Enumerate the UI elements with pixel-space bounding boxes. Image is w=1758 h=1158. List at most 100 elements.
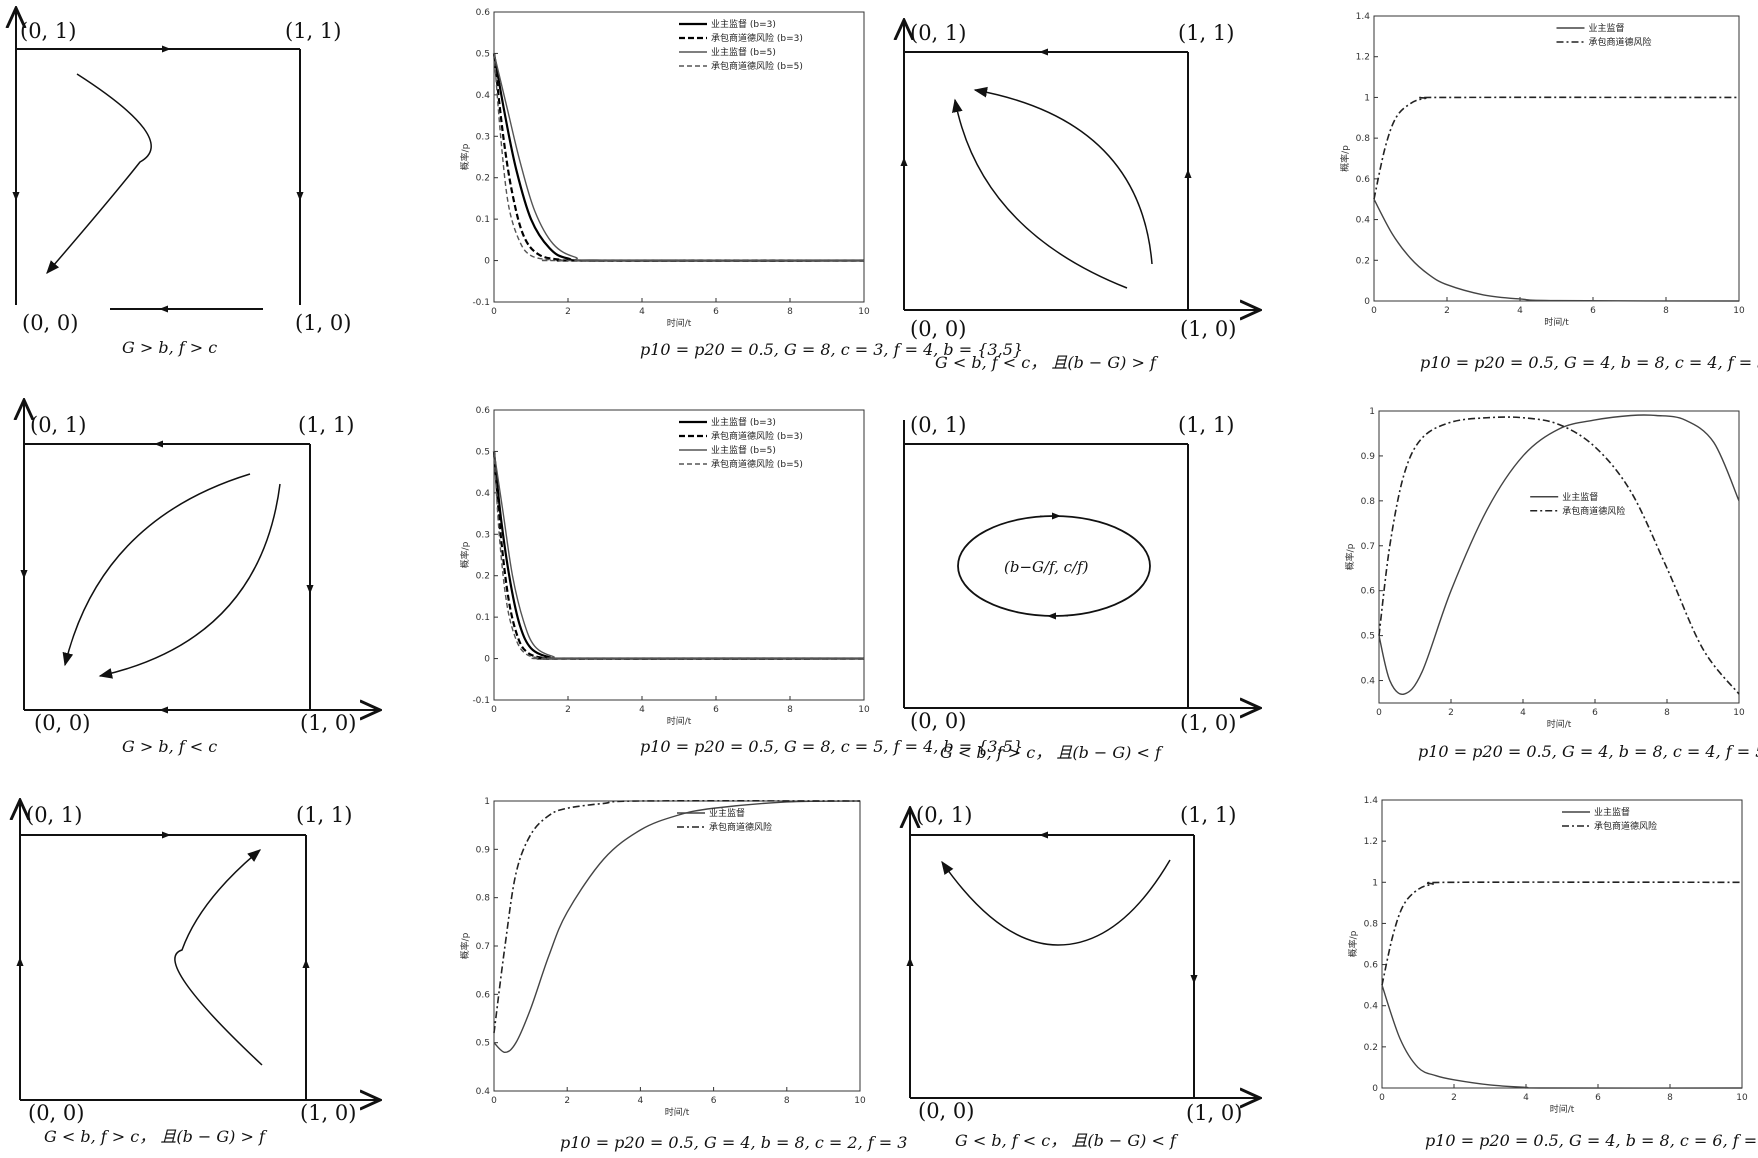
legend-label: 承包商道德风险 (b=5) <box>711 458 803 470</box>
y-tick-label: 0.5 <box>1361 632 1375 642</box>
y-tick-label: 0.2 <box>476 174 490 184</box>
y-tick-label: 0.4 <box>1356 216 1371 226</box>
phase-panel-r2c3: (b−G/f, c/f) (0, 1) (1, 1) (0, 0) (1, 0)… <box>903 413 1260 762</box>
y-tick-label: 0.6 <box>1364 961 1379 971</box>
x-axis-label: 时间/t <box>667 715 692 727</box>
y-tick-label: 1.2 <box>1364 837 1378 847</box>
corner-tl: (0, 1) <box>20 19 76 43</box>
x-axis-label: 时间/t <box>667 317 692 329</box>
corner-br: (1, 0) <box>1180 711 1236 735</box>
x-tick-label: 10 <box>1733 708 1745 718</box>
x-tick-label: 4 <box>1523 1093 1529 1103</box>
x-tick-label: 0 <box>1371 306 1377 316</box>
series-line-3 <box>493 53 865 262</box>
x-tick-label: 0 <box>1379 1093 1385 1103</box>
x-tick-label: 0 <box>1376 708 1382 718</box>
y-tick-label: 0.6 <box>476 8 491 18</box>
y-tick-label: -0.1 <box>472 696 490 706</box>
x-tick-label: 0 <box>491 705 497 715</box>
plot-area <box>1378 410 1740 704</box>
y-tick-label: 1 <box>1369 407 1375 417</box>
y-tick-label: 0.1 <box>476 613 490 623</box>
legend: 业主监督 (b=3) 承包商道德风险 (b=3) 业主监督 (b=5) 承包商道德风险… <box>679 416 803 470</box>
corner-bl: (0, 0) <box>910 709 966 733</box>
corner-br: (1, 0) <box>300 1101 356 1125</box>
chart-caption: p10 = p20 = 0.5, G = 4, b = 8, c = 4, f … <box>1420 353 1758 372</box>
x-tick-label: 6 <box>713 705 719 715</box>
series-line-0 <box>493 800 861 1054</box>
y-tick-label: 0.5 <box>476 49 490 59</box>
corner-br: (1, 0) <box>1186 1101 1242 1125</box>
legend-label: 业主监督 (b=3) <box>711 18 776 30</box>
chart-caption: p10 = p20 = 0.5, G = 8, c = 3, f = 4, b … <box>640 340 1023 359</box>
series-line-1 <box>1378 416 1740 695</box>
y-axis-label: 概率/p <box>1347 930 1359 957</box>
phase-caption: G < b, f < c， 且(b − G) > f <box>935 353 1159 372</box>
series-line-3 <box>493 451 865 660</box>
phase-caption: G > b, f < c <box>122 737 217 756</box>
x-tick-label: 2 <box>1444 306 1450 316</box>
x-tick-label: 4 <box>639 307 645 317</box>
y-tick-label: 0.1 <box>476 215 490 225</box>
legend-label: 承包商道德风险 <box>1594 820 1657 832</box>
trajectory <box>174 849 263 1066</box>
legend-label: 承包商道德风险 <box>1562 505 1625 517</box>
corner-bl: (0, 0) <box>22 311 78 335</box>
y-tick-label: 0.9 <box>476 845 491 855</box>
chart-r2c4: 0 2 4 6 8 10 0.4 0.5 0.6 0.7 0.8 0.9 1 时间/t 概率/p 业主监督承包… <box>1344 407 1758 761</box>
trajectory-a <box>62 473 251 667</box>
x-tick-label: 8 <box>787 705 793 715</box>
y-tick-label: 0.8 <box>1356 134 1371 144</box>
y-tick-label: 1.4 <box>1356 12 1371 22</box>
chart-r3c4: 0 2 4 6 8 10 0 0.2 0.4 0.6 0.8 1 1.2 1.4 时间/t 概率/p 业主监督承… <box>1347 796 1758 1150</box>
corner-bl: (0, 0) <box>34 711 90 735</box>
x-tick-label: 4 <box>638 1096 644 1106</box>
corner-tr: (1, 1) <box>298 413 354 437</box>
y-tick-label: 0.6 <box>1361 587 1376 597</box>
y-tick-label: 0 <box>484 257 490 267</box>
legend-label: 业主监督 <box>709 807 745 819</box>
y-tick-label: 0 <box>484 655 490 665</box>
plot-area <box>493 800 861 1092</box>
x-tick-label: 0 <box>491 1096 497 1106</box>
y-tick-label: 1.2 <box>1356 53 1370 63</box>
y-tick-label: 1 <box>1372 878 1378 888</box>
y-tick-label: 0 <box>1364 297 1370 307</box>
x-tick-label: 4 <box>1517 306 1523 316</box>
trajectory <box>941 859 1171 946</box>
legend-label: 业主监督 <box>1594 806 1630 818</box>
y-tick-label: 0.4 <box>476 489 491 499</box>
legend: 业主监督 (b=3) 承包商道德风险 (b=3) 业主监督 (b=5) 承包商道德风险… <box>679 18 803 72</box>
phase-caption: G < b, f < c， 且(b − G) < f <box>955 1131 1179 1150</box>
x-tick-label: 8 <box>1664 708 1670 718</box>
chart-caption: p10 = p20 = 0.5, G = 8, c = 5, f = 4, b … <box>640 737 1023 756</box>
y-tick-label: 0.2 <box>476 572 490 582</box>
legend-label: 业主监督 (b=3) <box>711 416 776 428</box>
series-line-0 <box>1381 984 1743 1089</box>
y-tick-label: 1 <box>1364 93 1370 103</box>
x-tick-label: 6 <box>711 1096 717 1106</box>
phase-panel-r1c3: (0, 1) (1, 1) (0, 0) (1, 0) G < b, f < c… <box>904 20 1260 372</box>
trajectory-a <box>951 98 1128 289</box>
chart-caption: p10 = p20 = 0.5, G = 4, b = 8, c = 6, f … <box>1425 1131 1758 1150</box>
x-tick-label: 10 <box>858 307 870 317</box>
chart-r1c4: 0 2 4 6 8 10 0 0.2 0.4 0.6 0.8 1 1.2 1.4 时间/t 概率/p 业主监督承… <box>1339 12 1758 372</box>
y-tick-label: 0.4 <box>1361 677 1376 687</box>
x-axis-label: 时间/t <box>1544 316 1569 328</box>
x-tick-label: 10 <box>1733 306 1745 316</box>
x-tick-label: 2 <box>565 705 571 715</box>
y-axis-label: 概率/p <box>1344 543 1356 570</box>
x-tick-label: 8 <box>1663 306 1669 316</box>
y-tick-label: 0.4 <box>1364 1002 1379 1012</box>
phase-panel-r3c1: (0, 1) (1, 1) (0, 0) (1, 0) G < b, f > c… <box>20 800 380 1146</box>
corner-tr: (1, 1) <box>1178 21 1234 45</box>
x-tick-label: 2 <box>564 1096 570 1106</box>
x-tick-label: 4 <box>639 705 645 715</box>
y-tick-label: 0.5 <box>476 1039 490 1049</box>
x-tick-label: 8 <box>787 307 793 317</box>
x-tick-label: 8 <box>784 1096 790 1106</box>
chart-r2c2: 0 2 4 6 8 10-0.100.10.20.30.40.50.6时间/t概率/p业主… <box>459 406 1023 756</box>
chart-r3c2: 0 2 4 6 8 10 0.4 0.5 0.6 0.7 0.8 0.9 1 时间/t 概率/p 业主监督承包… <box>459 797 907 1152</box>
